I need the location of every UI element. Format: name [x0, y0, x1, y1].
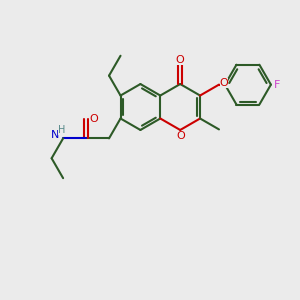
Text: H: H: [58, 125, 65, 135]
Text: N: N: [51, 130, 59, 140]
Text: O: O: [89, 114, 98, 124]
Text: O: O: [176, 55, 184, 64]
Text: O: O: [176, 131, 185, 142]
Text: F: F: [274, 80, 280, 90]
Text: O: O: [220, 78, 228, 88]
